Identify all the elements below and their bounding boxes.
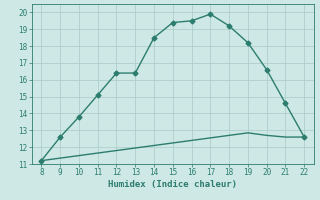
X-axis label: Humidex (Indice chaleur): Humidex (Indice chaleur) xyxy=(108,180,237,189)
